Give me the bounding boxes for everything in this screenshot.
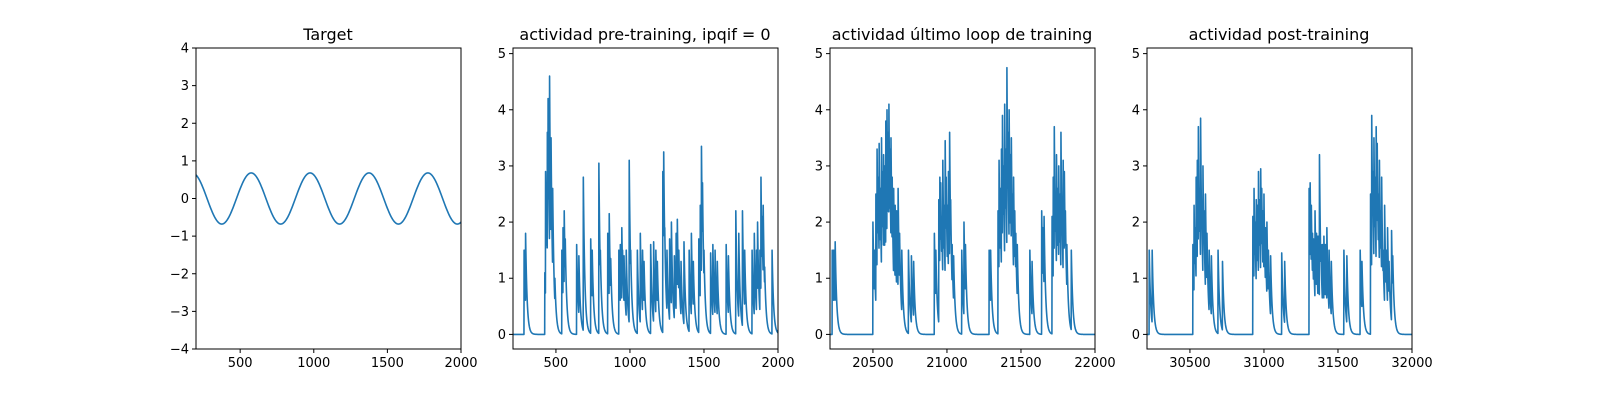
panel-last-training-loop: actividad último loop de training 20500 2… — [815, 25, 1116, 371]
panel-title: Target — [302, 25, 353, 44]
y-tick-label: 4 — [498, 103, 506, 118]
x-tick-label: 1500 — [687, 356, 720, 371]
y-tick-label: 0 — [1132, 328, 1140, 343]
y-tick-label: 1 — [498, 272, 506, 287]
x-tick-label: 1500 — [371, 356, 404, 371]
x-tick-label: 2000 — [761, 356, 794, 371]
x-tick-label: 20500 — [852, 356, 893, 371]
y-tick-label: 3 — [181, 79, 189, 94]
x-tick-label: 21500 — [1000, 356, 1041, 371]
y-tick-label: 0 — [498, 328, 506, 343]
series-line — [513, 75, 778, 336]
y-tick-label: −1 — [170, 230, 189, 245]
x-tick-label: 1000 — [297, 356, 330, 371]
y-tick-label: 1 — [1132, 272, 1140, 287]
y-tick-label: 4 — [181, 42, 189, 57]
x-tick-label: 21000 — [926, 356, 967, 371]
y-tick-label: −3 — [170, 305, 189, 320]
y-tick-label: 5 — [815, 47, 823, 62]
y-tick-label: 2 — [181, 117, 189, 132]
y-tick-label: −2 — [170, 267, 189, 282]
x-tick-label: 32000 — [1391, 356, 1432, 371]
series-line — [196, 172, 461, 225]
y-tick-label: 0 — [181, 192, 189, 207]
y-tick-label: 3 — [498, 159, 506, 174]
series-line — [830, 66, 1095, 336]
x-tick-label: 500 — [544, 356, 569, 371]
panel-title: actividad post-training — [1189, 25, 1370, 44]
panel-target: Target 500 1000 1500 2000 −4 −3 −2 −1 0 1 2 3 4 — [170, 25, 478, 371]
y-tick-label: 2 — [1132, 216, 1140, 231]
y-tick-label: 5 — [1132, 47, 1140, 62]
panel-title: actividad último loop de training — [832, 25, 1093, 44]
x-tick-label: 31000 — [1243, 356, 1284, 371]
y-tick-label: −4 — [170, 343, 189, 358]
panel-post-training: actividad post-training 30500 31000 31500 3… — [1132, 25, 1433, 371]
series-line — [1147, 114, 1412, 336]
y-tick-label: 2 — [815, 216, 823, 231]
panel-pre-training: actividad pre-training, ipqif = 0 500 100… — [498, 25, 795, 371]
x-tick-label: 2000 — [444, 356, 477, 371]
axes-frame — [1146, 47, 1413, 350]
axes-frame — [829, 47, 1096, 350]
panel-title: actividad pre-training, ipqif = 0 — [519, 25, 770, 44]
y-tick-label: 2 — [498, 216, 506, 231]
y-tick-label: 4 — [815, 103, 823, 118]
y-tick-label: 1 — [181, 154, 189, 169]
x-tick-label: 22000 — [1074, 356, 1115, 371]
x-tick-label: 1000 — [613, 356, 646, 371]
y-tick-label: 0 — [815, 328, 823, 343]
x-tick-label: 500 — [228, 356, 253, 371]
y-tick-label: 5 — [498, 47, 506, 62]
x-tick-label: 30500 — [1169, 356, 1210, 371]
y-tick-label: 3 — [815, 159, 823, 174]
y-tick-label: 3 — [1132, 159, 1140, 174]
y-tick-label: 1 — [815, 272, 823, 287]
y-tick-label: 4 — [1132, 103, 1140, 118]
x-tick-label: 31500 — [1317, 356, 1358, 371]
axes-frame — [512, 47, 779, 350]
